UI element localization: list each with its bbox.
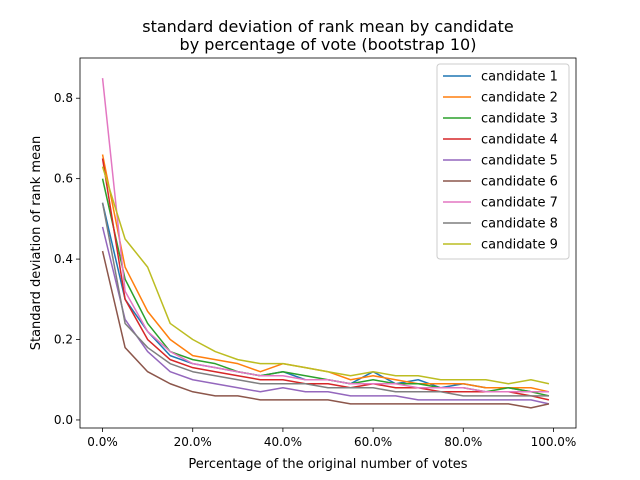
- x-tick-label: 0.0%: [87, 435, 118, 449]
- x-tick-label: 20.0%: [174, 435, 212, 449]
- y-tick-label: 0.8: [54, 91, 73, 105]
- legend-label-candidate-8: candidate 8: [481, 217, 558, 232]
- legend-label-candidate-3: candidate 3: [481, 112, 558, 127]
- y-tick-label: 0.4: [54, 252, 73, 266]
- x-tick-label: 100.0%: [531, 435, 577, 449]
- y-axis-label: Standard deviation of rank mean: [29, 136, 44, 351]
- legend-box: [436, 63, 570, 260]
- plot-frame: [79, 57, 577, 429]
- series-line-candidate-4: [101, 158, 550, 401]
- y-tick-label: 0.2: [54, 333, 73, 347]
- legend-label-candidate-5: candidate 5: [481, 154, 558, 169]
- y-axis-ticks: 0.0 0.2 0.4 0.6 0.8: [54, 91, 80, 427]
- x-tick-label: 60.0%: [354, 435, 392, 449]
- series-line-candidate-6: [101, 250, 550, 409]
- series-line-candidate-8: [101, 202, 549, 397]
- series-line-candidate-9: [101, 166, 550, 385]
- legend-label-candidate-1: candidate 1: [481, 70, 558, 85]
- chart-title: standard deviation of rank mean by candi…: [142, 17, 513, 36]
- x-tick-label: 80.0%: [444, 435, 482, 449]
- series-line-candidate-5: [101, 226, 550, 405]
- x-tick-label: 40.0%: [264, 435, 302, 449]
- series-line-candidate-7: [101, 78, 549, 393]
- x-axis-label: Percentage of the original number of vot…: [188, 457, 467, 472]
- plot-lines: [101, 78, 550, 409]
- x-axis-ticks: 0.0% 20.0% 40.0% 60.0% 80.0% 100.0%: [87, 428, 576, 449]
- legend-label-candidate-6: candidate 6: [481, 175, 558, 190]
- legend-label-candidate-4: candidate 4: [481, 133, 558, 148]
- legend: candidate 1 candidate 2 candidate 3 candida…: [436, 63, 570, 260]
- y-tick-label: 0.6: [54, 172, 73, 186]
- legend-label-candidate-9: candidate 9: [481, 238, 558, 253]
- legend-label-candidate-7: candidate 7: [481, 196, 558, 211]
- legend-label-candidate-2: candidate 2: [481, 91, 558, 106]
- y-tick-label: 0.0: [54, 413, 73, 427]
- chart-subtitle: by percentage of vote (bootstrap 10): [180, 35, 477, 54]
